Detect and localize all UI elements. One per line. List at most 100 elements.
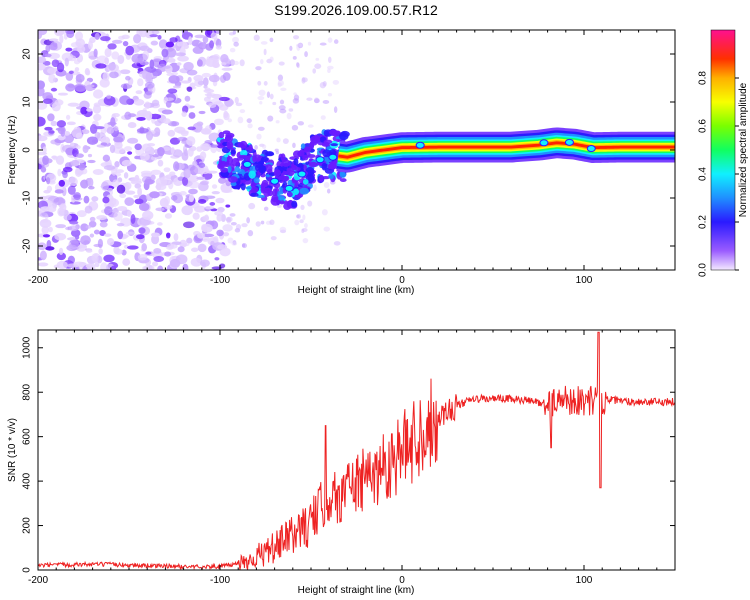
spectrogram-noise-blob: [66, 121, 76, 126]
spectrogram-noise-blob: [289, 45, 293, 51]
spectrogram-noise-blob: [127, 151, 133, 155]
spectrogram-noise-blob: [191, 247, 199, 253]
spectrogram-noise-blob: [73, 261, 86, 268]
spectrogram-noise-blob: [333, 106, 338, 114]
spectrogram-noise-blob: [56, 260, 68, 270]
spectrogram-noise-blob: [208, 144, 220, 148]
spectrogram-noise-blob: [164, 251, 172, 257]
spectrogram-noise-blob: [327, 37, 333, 43]
spectrogram-xtick-label: 100: [576, 275, 593, 286]
spectrogram-noise-blob: [306, 97, 313, 101]
spectrogram-ridge-blob: [339, 171, 346, 176]
spectrogram-noise-blob: [145, 91, 152, 96]
spectrogram-noise-blob: [54, 99, 64, 106]
spectrogram-noise-blob: [65, 72, 74, 81]
spectrogram-noise-blob: [68, 176, 78, 187]
spectrogram-noise-blob: [176, 41, 188, 47]
spectrogram-noise-blob: [80, 106, 88, 115]
spectrogram-noise-blob: [216, 229, 224, 237]
snr-xlabel: Height of straight line (km): [298, 585, 415, 596]
spectrogram-noise-blob: [199, 168, 210, 175]
spectrogram-noise-blob: [142, 69, 148, 80]
spectrogram-noise-blob: [152, 154, 159, 158]
spectrogram-noise-blob: [229, 213, 236, 217]
spectrogram-noise-blob: [150, 174, 156, 181]
spectrogram-ridge-blob: [250, 192, 259, 197]
spectrogram-noise-blob: [235, 102, 243, 107]
spectrogram-noise-blob: [140, 152, 150, 161]
spectrogram-peak-blob: [242, 160, 252, 168]
spectrogram-noise-blob: [55, 127, 65, 131]
spectrogram-noise-blob: [172, 149, 183, 158]
spectrogram-noise-blob: [47, 113, 55, 122]
spectrogram-noise-blob: [144, 81, 155, 89]
spectrogram-noise-blob: [222, 72, 231, 81]
spectrogram-noise-blob: [197, 182, 209, 192]
spectrogram-ridge-blob: [296, 163, 304, 168]
spectrogram-noise-blob: [45, 246, 55, 251]
spectrogram-ytick-label: 0: [22, 147, 33, 153]
spectrogram-noise-blob: [110, 265, 117, 270]
spectrogram-noise-blob: [127, 245, 139, 250]
spectrogram-noise-blob: [302, 214, 306, 221]
spectrogram-noise-blob: [51, 59, 60, 68]
spectrogram-noise-blob: [50, 120, 58, 127]
spectrogram-noise-blob: [327, 56, 332, 63]
spectrogram-noise-blob: [218, 96, 230, 102]
spectrogram-noise-blob: [279, 108, 287, 114]
spectrogram-noise-blob: [122, 258, 131, 266]
snr-plot-area: [38, 331, 675, 570]
spectrogram-noise-blob: [293, 35, 300, 40]
spectrogram-noise-blob: [301, 228, 305, 234]
spectrogram-noise-blob: [307, 41, 312, 46]
spectrogram-noise-blob: [75, 74, 85, 83]
spectrogram-noise-blob: [212, 62, 220, 68]
spectrogram-noise-blob: [292, 142, 296, 149]
spectrogram-noise-blob: [292, 56, 297, 60]
spectrogram-noise-blob: [247, 123, 253, 129]
spectrogram-noise-blob: [163, 97, 174, 102]
spectrogram-noise-blob: [327, 65, 334, 70]
spectrogram-noise-blob: [118, 35, 125, 40]
spectrogram-noise-blob: [319, 82, 326, 89]
spectrogram-noise-blob: [39, 212, 48, 218]
spectrogram-ridge-blob: [277, 195, 286, 201]
spectrogram-noise-blob: [114, 161, 120, 168]
spectrogram-ridge-blob: [273, 169, 282, 177]
spectrogram-noise-blob: [327, 93, 333, 97]
spectrogram-noise-blob: [93, 229, 100, 235]
spectrogram-ridge-blob: [321, 162, 328, 171]
spectrogram-noise-blob: [140, 170, 153, 175]
spectrogram-noise-blob: [154, 120, 162, 127]
snr-ytick-label: 0: [22, 567, 33, 573]
spectrogram-noise-blob: [198, 42, 208, 50]
spectrogram-noise-blob: [141, 243, 148, 252]
spectrogram-ridge-blob: [223, 161, 230, 168]
spectrogram-noise-blob: [234, 96, 239, 104]
spectrogram-noise-blob: [53, 264, 60, 269]
spectrogram-noise-blob: [333, 39, 339, 44]
spectrogram-noise-blob: [293, 94, 300, 101]
spectrogram-noise-blob: [146, 130, 154, 141]
spectrogram-noise-blob: [279, 226, 287, 233]
spectrogram-noise-blob: [197, 199, 207, 204]
spectrogram-noise-blob: [167, 57, 176, 63]
spectrogram-ridge-blob: [286, 191, 293, 198]
spectrogram-noise-blob: [64, 30, 76, 35]
spectrogram-noise-blob: [177, 55, 189, 62]
spectrogram-noise-blob: [208, 102, 217, 108]
spectrogram-noise-blob: [76, 153, 84, 158]
spectrogram-noise-blob: [127, 122, 137, 129]
spectrogram-noise-blob: [168, 75, 180, 84]
spectrogram-noise-blob: [149, 113, 162, 120]
spectrogram-noise-blob: [204, 214, 209, 223]
spectrogram-noise-blob: [111, 39, 123, 44]
spectrogram-ridge-blob: [328, 173, 334, 180]
spectrogram-noise-blob: [63, 130, 71, 136]
colorbar-gradient: [711, 30, 735, 270]
spectrogram-noise-blob: [170, 147, 175, 155]
spectrogram-noise-blob: [69, 201, 81, 205]
spectrogram-noise-blob: [176, 62, 182, 66]
spectrogram-noise-blob: [291, 124, 299, 131]
spectrogram-ridge-blob: [230, 182, 237, 187]
